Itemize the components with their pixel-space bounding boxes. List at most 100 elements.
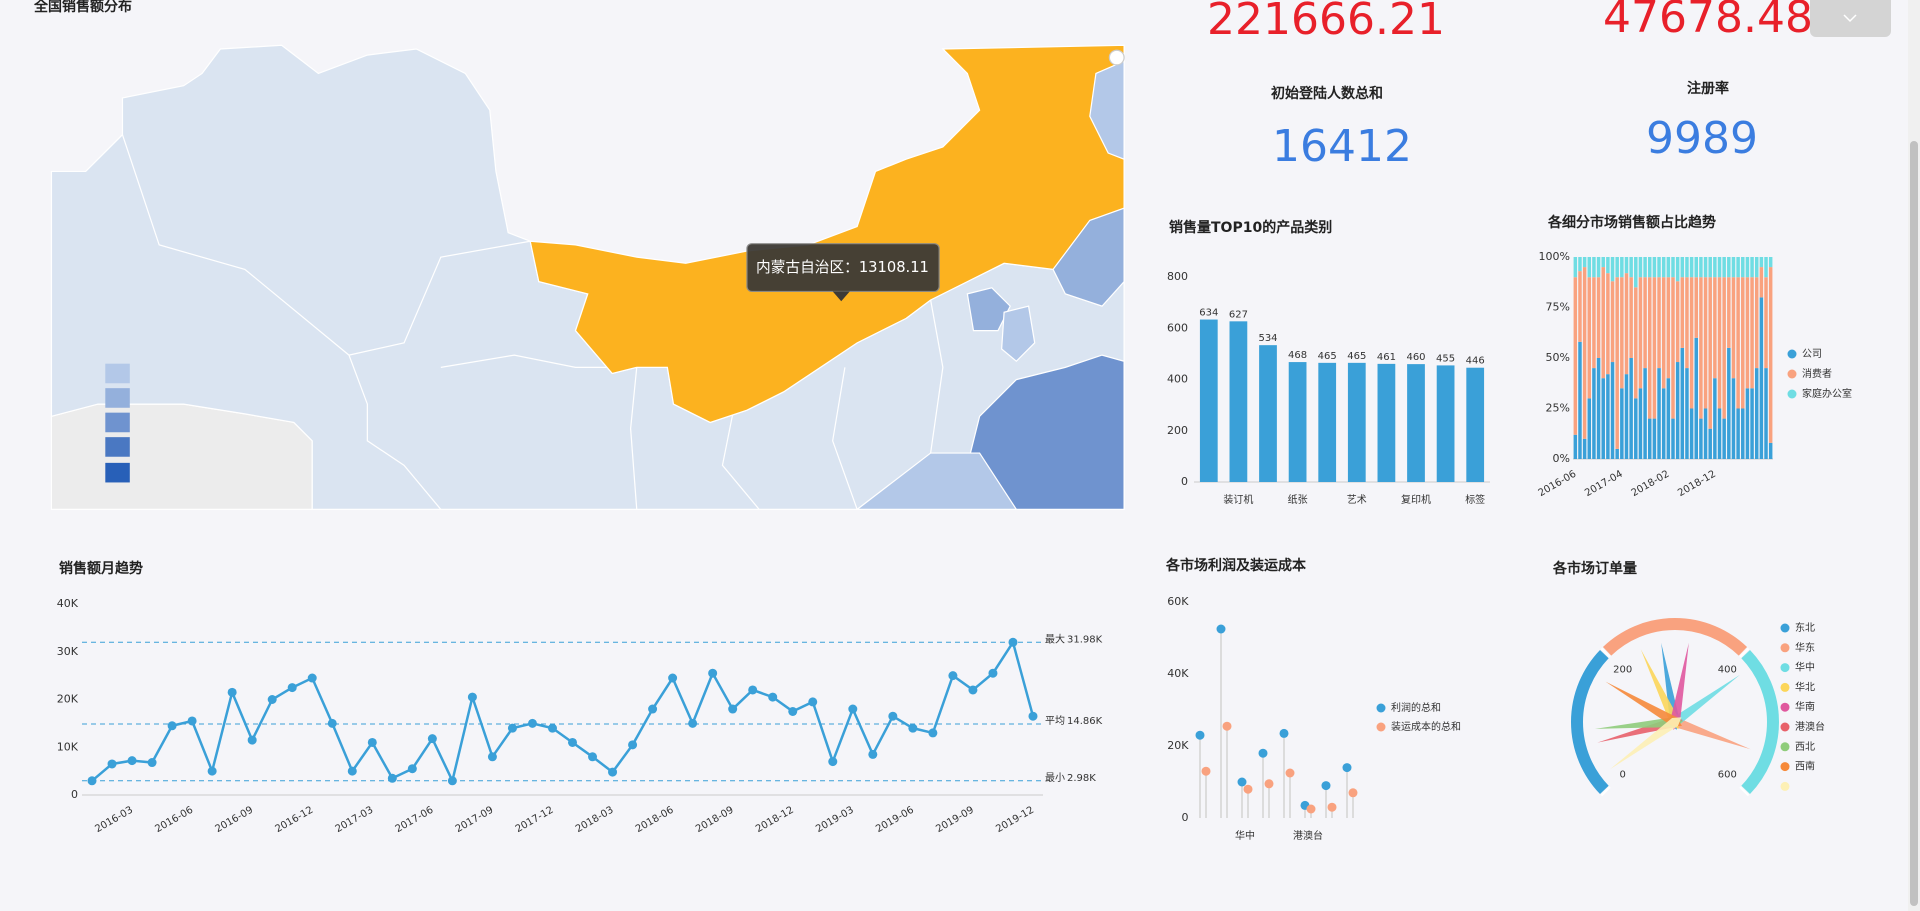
lollipop-dot xyxy=(1279,728,1289,738)
gauge-tick-label: 400 xyxy=(1718,665,1737,676)
line-point xyxy=(367,737,377,747)
lollipop-dot xyxy=(1237,777,1247,787)
bar-segment xyxy=(1768,267,1773,443)
x-tick-label: 2016-03 xyxy=(93,805,135,835)
legend-label: 公司 xyxy=(1802,349,1822,360)
bar-segment xyxy=(1638,277,1643,389)
mark-line-name: 最小 xyxy=(1045,772,1065,784)
bar xyxy=(1347,362,1366,482)
line-point xyxy=(968,685,978,695)
line-point xyxy=(708,668,718,678)
data-label: 461 xyxy=(1377,352,1396,363)
dropdown-button[interactable] xyxy=(1810,0,1891,37)
tooltip-text: 内蒙古自治区：13108.11 xyxy=(756,259,929,276)
line-point xyxy=(948,671,958,681)
gauge-tick xyxy=(1600,647,1611,658)
bar-segment xyxy=(1699,418,1703,459)
bar-segment xyxy=(1652,257,1657,278)
bar-segment xyxy=(1661,277,1666,389)
bar-segment xyxy=(1634,287,1638,399)
gauge-needle xyxy=(1594,717,1683,729)
legend-swatch xyxy=(105,388,130,408)
bar-segment xyxy=(1717,277,1722,409)
bar-segment xyxy=(1620,388,1624,459)
bar-segment xyxy=(1643,277,1647,369)
data-label: 465 xyxy=(1318,351,1337,362)
gauge-band xyxy=(1741,649,1779,795)
bar-segment xyxy=(1727,257,1731,278)
legend-marker xyxy=(1780,781,1790,791)
bar-segment xyxy=(1731,378,1736,459)
bar-segment xyxy=(1629,277,1633,358)
legend-marker xyxy=(1780,762,1790,772)
y-tick-label: 0 xyxy=(1182,811,1189,824)
legend-marker xyxy=(1780,722,1790,732)
bar xyxy=(1377,363,1396,482)
line-point xyxy=(487,752,497,762)
line-point xyxy=(648,704,658,714)
line-point xyxy=(728,704,738,714)
line-point xyxy=(828,757,838,767)
map-menu-icon[interactable] xyxy=(1108,49,1125,66)
line-point xyxy=(267,695,277,704)
bar-segment xyxy=(1629,257,1633,278)
bar xyxy=(1199,319,1218,482)
legend-marker xyxy=(1780,623,1790,633)
scrollbar-thumb[interactable] xyxy=(1910,141,1918,906)
bar xyxy=(1318,362,1337,482)
bar-segment xyxy=(1699,277,1703,419)
chart-title: 销售量TOP10的产品类别 xyxy=(1169,219,1332,236)
line-point xyxy=(1028,711,1038,721)
bar-segment xyxy=(1708,257,1712,278)
line-point xyxy=(928,728,938,738)
bar-segment xyxy=(1624,273,1629,375)
bar-segment xyxy=(1592,277,1596,369)
line-point xyxy=(187,716,197,726)
bar-segment xyxy=(1727,347,1731,459)
bar-segment xyxy=(1596,257,1601,278)
bar-segment xyxy=(1675,281,1680,363)
line-point xyxy=(808,697,818,707)
bar-segment xyxy=(1661,257,1666,278)
bar-segment xyxy=(1713,378,1717,459)
line-point xyxy=(608,767,618,777)
y-tick-label: 400 xyxy=(1167,373,1188,386)
x-tick-label: 标签 xyxy=(1465,493,1485,506)
lollipop-dot xyxy=(1264,779,1274,789)
data-label: 446 xyxy=(1466,356,1485,367)
bar-segment xyxy=(1703,257,1708,278)
line-point xyxy=(287,683,297,693)
bar-segment xyxy=(1620,277,1624,389)
bar-segment xyxy=(1657,368,1661,459)
bar-segment xyxy=(1615,277,1619,449)
bar-segment xyxy=(1722,418,1726,459)
x-tick-label: 2018-12 xyxy=(1676,469,1718,499)
bar-segment xyxy=(1671,277,1675,419)
bar xyxy=(1466,367,1485,482)
bar-segment xyxy=(1610,362,1615,459)
bar-segment xyxy=(1727,277,1731,348)
bar-segment xyxy=(1685,277,1689,369)
bar-segment xyxy=(1750,388,1754,459)
map-region xyxy=(1001,305,1036,363)
y-tick-label: 100% xyxy=(1539,250,1570,263)
y-tick-label: 800 xyxy=(1167,270,1188,283)
map-region xyxy=(50,403,313,511)
line-point xyxy=(167,721,177,731)
data-label: 465 xyxy=(1347,351,1366,362)
kpi-value: 16412 xyxy=(1272,121,1412,172)
bar-segment xyxy=(1689,408,1694,459)
line-point xyxy=(568,737,578,747)
legend-label: 西南 xyxy=(1795,760,1815,773)
bar-segment xyxy=(1754,277,1759,369)
line-point xyxy=(387,773,397,783)
bar-segment xyxy=(1596,358,1601,459)
line-point xyxy=(668,673,678,683)
button-bg[interactable] xyxy=(1810,0,1891,37)
bar-segment xyxy=(1675,257,1680,282)
bar-segment xyxy=(1657,257,1661,278)
bar-segment xyxy=(1587,277,1592,399)
bar-segment xyxy=(1592,368,1596,459)
bar-segment xyxy=(1643,257,1647,278)
